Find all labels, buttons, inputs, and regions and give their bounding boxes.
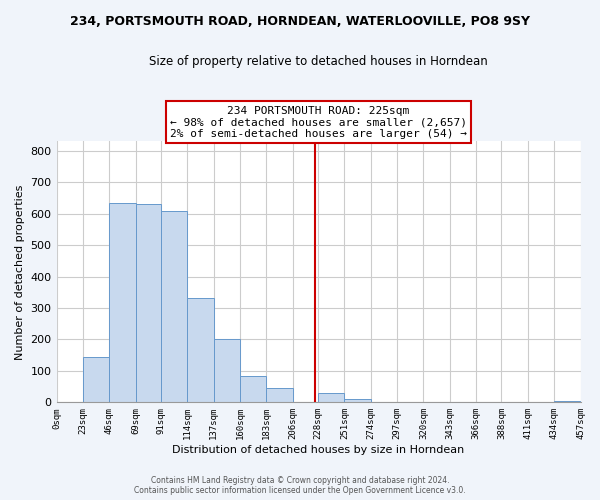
Text: 234, PORTSMOUTH ROAD, HORNDEAN, WATERLOOVILLE, PO8 9SY: 234, PORTSMOUTH ROAD, HORNDEAN, WATERLOO… <box>70 15 530 28</box>
Bar <box>344 398 371 402</box>
Bar <box>240 376 266 402</box>
Bar <box>83 358 109 403</box>
Text: 234 PORTSMOUTH ROAD: 225sqm
← 98% of detached houses are smaller (2,657)
2% of s: 234 PORTSMOUTH ROAD: 225sqm ← 98% of det… <box>170 106 467 139</box>
Bar <box>214 339 240 402</box>
X-axis label: Distribution of detached houses by size in Horndean: Distribution of detached houses by size … <box>172 445 464 455</box>
Bar <box>136 204 161 402</box>
Bar <box>109 202 136 402</box>
Bar <box>318 393 344 402</box>
Text: Contains HM Land Registry data © Crown copyright and database right 2024.
Contai: Contains HM Land Registry data © Crown c… <box>134 476 466 495</box>
Title: Size of property relative to detached houses in Horndean: Size of property relative to detached ho… <box>149 55 488 68</box>
Bar <box>161 211 187 402</box>
Bar <box>187 298 214 403</box>
Bar <box>266 388 293 402</box>
Y-axis label: Number of detached properties: Number of detached properties <box>15 184 25 360</box>
